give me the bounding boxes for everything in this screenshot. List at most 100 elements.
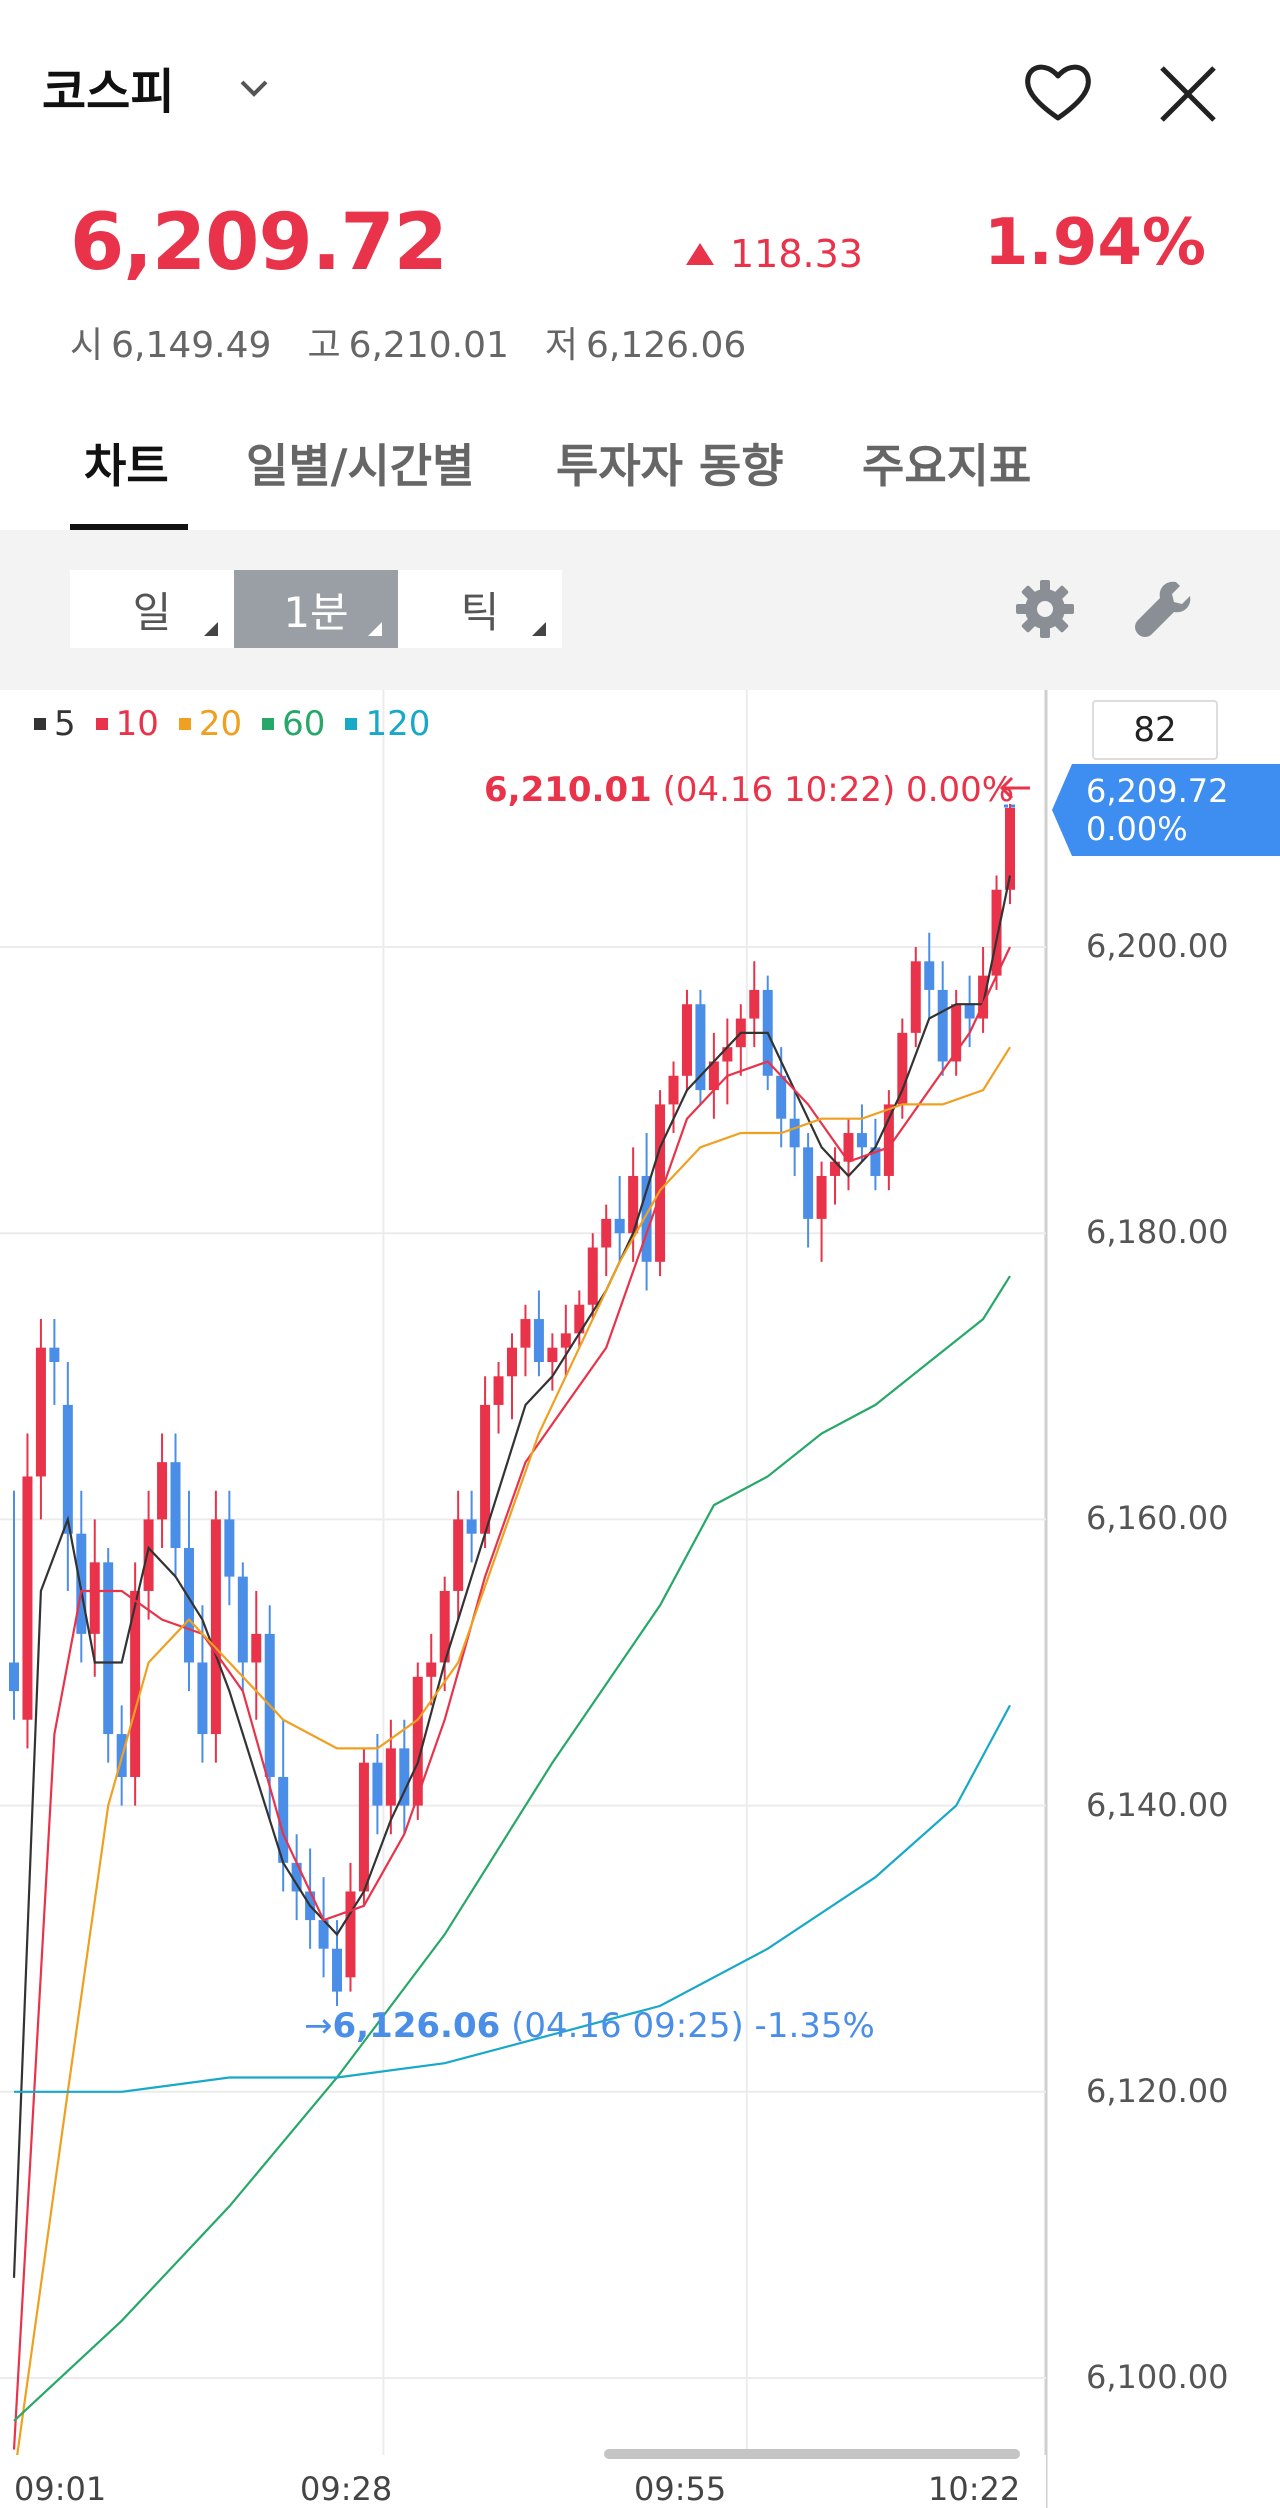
tab-chart[interactable]: 차트 xyxy=(84,439,169,493)
tab-investor-trend[interactable]: 투자자 동향 xyxy=(556,439,784,493)
candle-body xyxy=(722,1047,733,1062)
active-tab-underline xyxy=(70,524,188,530)
tab-daily-hourly[interactable]: 일별/시간별 xyxy=(246,439,475,493)
candle-body xyxy=(35,1347,46,1477)
tab-key-indicators[interactable]: 주요지표 xyxy=(862,439,1032,493)
ma-line-5 xyxy=(12,875,1012,2278)
candle-body xyxy=(587,1247,598,1305)
candle-body xyxy=(49,1347,60,1362)
candle-body xyxy=(22,1476,33,1720)
current-price: 6,209.72 xyxy=(70,198,448,288)
candle-body xyxy=(870,1147,881,1176)
candle-body xyxy=(453,1519,464,1591)
dropdown-corner-icon xyxy=(368,622,382,636)
current-price-tag-pct: 0.00% xyxy=(1086,810,1188,848)
min-price-detail: (04.16 09:25) -1.35% xyxy=(511,2006,875,2046)
candle-body xyxy=(924,961,935,990)
wrench-icon[interactable] xyxy=(1130,576,1200,646)
candle-body xyxy=(291,1862,302,1892)
candle-body xyxy=(507,1347,517,1377)
tab-bar: 차트 일별/시간별 투자자 동향 주요지표 xyxy=(0,420,1280,532)
horizontal-scrollbar xyxy=(604,2449,1020,2459)
ohl-summary: 시 6,149.49 고 6,210.01 저 6,126.06 xyxy=(70,316,746,368)
candle-body xyxy=(560,1333,571,1348)
candle-body xyxy=(197,1662,208,1735)
change-percent: 1.94% xyxy=(983,206,1206,280)
candle-body xyxy=(816,1175,827,1219)
candle-body xyxy=(426,1662,437,1677)
max-price-label: 6,210.01 (04.16 10:22) 0.00% xyxy=(484,770,1014,810)
ma-line-120 xyxy=(14,1704,1011,2093)
min-price-value: 6,126.06 xyxy=(332,2006,501,2046)
candle-body xyxy=(1005,807,1015,890)
chevron-down-icon[interactable] xyxy=(232,66,276,110)
x-tick-label: 09:28 xyxy=(300,2470,393,2508)
page-title: 코스피 xyxy=(42,64,175,120)
candle-body xyxy=(278,1776,289,1863)
candle-body xyxy=(668,1075,679,1105)
candle-body xyxy=(937,989,948,1062)
candle-body xyxy=(170,1462,181,1549)
legend-label: 60 xyxy=(282,704,326,744)
ma-line-20 xyxy=(12,1046,1011,2479)
y-tick-label: 6,120.00 xyxy=(1086,2071,1229,2110)
candle-body xyxy=(183,1548,194,1663)
legend-item-ma60: 60 xyxy=(262,704,325,744)
close-icon[interactable] xyxy=(1156,62,1220,126)
candle-body xyxy=(439,1590,450,1663)
candle-body xyxy=(385,1748,396,1806)
y-tick-label: 6,140.00 xyxy=(1086,1785,1229,1824)
x-tick-label: 09:01 xyxy=(14,2470,107,2508)
candle-body xyxy=(708,1061,719,1091)
max-arrow-icon xyxy=(999,776,1030,800)
candle-body xyxy=(9,1662,19,1692)
candle-body xyxy=(237,1576,248,1663)
low-value: 6,126.06 xyxy=(586,325,747,366)
legend-swatch xyxy=(178,718,191,730)
period-selector: 일 1분 틱 xyxy=(70,570,562,648)
legend-swatch xyxy=(34,718,46,730)
y-tick-label: 6,200.00 xyxy=(1086,927,1229,965)
price-chart[interactable] xyxy=(0,690,1280,2508)
candle-body xyxy=(157,1462,168,1520)
period-day-button[interactable]: 일 xyxy=(70,570,234,648)
candle-body xyxy=(412,1676,423,1806)
candle-body xyxy=(897,1032,908,1105)
period-tick-button[interactable]: 틱 xyxy=(398,570,562,648)
candle-body xyxy=(533,1319,544,1362)
x-axis-strip xyxy=(0,2455,1046,2508)
candle-body xyxy=(830,1161,841,1176)
chart-toolbar: 일 1분 틱 xyxy=(0,530,1280,692)
candle-body xyxy=(224,1519,235,1577)
candle-body xyxy=(547,1347,558,1362)
candle-body xyxy=(749,989,760,1019)
candle-body xyxy=(883,1104,894,1176)
legend-item-ma120: 120 xyxy=(345,704,430,744)
candle-body xyxy=(601,1218,612,1248)
candle-body xyxy=(978,975,989,1019)
price-tag-shape xyxy=(1052,764,1280,856)
volume-box: 82 xyxy=(1092,700,1218,760)
y-tick-label: 6,180.00 xyxy=(1086,1213,1229,1252)
low-label: 저 xyxy=(544,325,578,366)
gear-icon[interactable] xyxy=(1012,576,1078,642)
candle-body xyxy=(655,1104,666,1262)
candle-body xyxy=(466,1519,477,1534)
min-price-label: →6,126.06 (04.16 09:25) -1.35% xyxy=(304,2006,875,2046)
legend-swatch xyxy=(95,718,108,730)
candle-body xyxy=(103,1562,114,1735)
candle-body xyxy=(641,1175,652,1262)
candle-body xyxy=(332,1948,343,1992)
change-value: 118.33 xyxy=(730,232,863,276)
min-arrow-icon: → xyxy=(304,2006,333,2046)
legend-label: 10 xyxy=(115,704,159,744)
candle-body xyxy=(372,1762,383,1806)
candle-body xyxy=(681,1004,692,1076)
period-1min-button[interactable]: 1분 xyxy=(234,570,398,648)
legend-label: 5 xyxy=(54,704,76,744)
candle-body xyxy=(991,889,1002,976)
heart-icon[interactable] xyxy=(1022,58,1094,126)
max-price-value: 6,210.01 xyxy=(484,770,652,810)
up-triangle-icon xyxy=(686,243,714,265)
y-tick-label: 6,100.00 xyxy=(1086,2358,1229,2396)
